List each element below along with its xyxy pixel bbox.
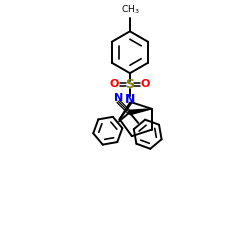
Text: N: N	[125, 93, 135, 106]
Text: N: N	[114, 93, 123, 103]
Text: O: O	[110, 79, 119, 89]
Text: S: S	[126, 78, 134, 91]
Text: O: O	[140, 79, 150, 89]
Polygon shape	[129, 109, 152, 115]
Text: CH$_3$: CH$_3$	[120, 4, 139, 16]
